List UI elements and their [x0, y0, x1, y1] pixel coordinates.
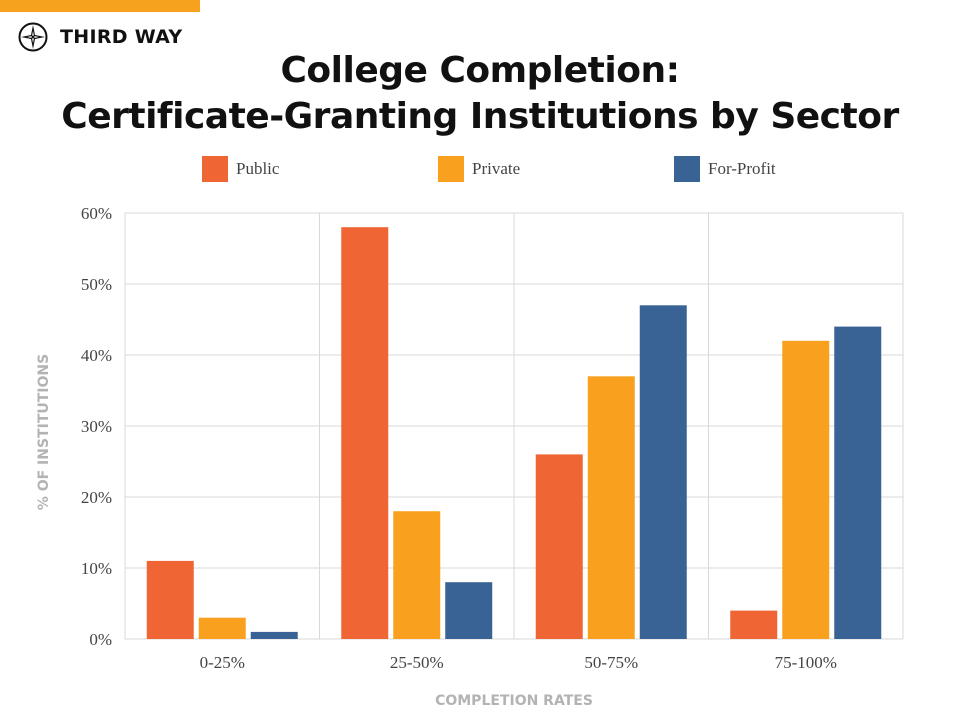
- legend-label-for-profit: For-Profit: [708, 159, 776, 178]
- y-tick-label: 40%: [81, 346, 112, 365]
- chart-title: College Completion: Certificate-Granting…: [0, 48, 960, 140]
- y-tick-label: 20%: [81, 488, 112, 507]
- legend-swatch-public: [202, 156, 228, 182]
- legend-label-public: Public: [236, 159, 280, 178]
- compass-star-icon: [18, 22, 48, 52]
- bar-private: [587, 376, 635, 639]
- legend-swatch-private: [438, 156, 464, 182]
- brand-name: THIRD WAY: [60, 26, 183, 48]
- bar-public: [146, 560, 194, 639]
- bar-private: [198, 617, 246, 639]
- x-tick-label: 75-100%: [775, 653, 837, 672]
- legend-swatch-for-profit: [674, 156, 700, 182]
- x-axis-title: COMPLETION RATES: [435, 693, 593, 709]
- y-tick-label: 10%: [81, 559, 112, 578]
- bar-for-profit: [834, 326, 882, 639]
- bar-private: [782, 340, 830, 639]
- bar-public: [730, 610, 778, 639]
- bar-public: [535, 454, 583, 639]
- x-tick-label: 50-75%: [584, 653, 638, 672]
- x-tick-label: 25-50%: [390, 653, 444, 672]
- bar-public: [341, 227, 389, 639]
- y-axis-title: % OF INSTITUTIONS: [36, 354, 52, 510]
- legend: Public Private For-Profit: [0, 156, 960, 186]
- y-tick-label: 50%: [81, 275, 112, 294]
- y-tick-label: 0%: [89, 630, 112, 649]
- bar-for-profit: [445, 582, 493, 639]
- bar-for-profit: [639, 305, 687, 639]
- chart-title-line-1: College Completion:: [280, 50, 680, 91]
- y-tick-label: 30%: [81, 417, 112, 436]
- legend-item-public: Public: [202, 156, 279, 182]
- y-tick-label: 60%: [81, 204, 112, 223]
- top-accent-bar: [0, 0, 200, 12]
- bar-for-profit: [250, 631, 298, 639]
- bar-private: [393, 511, 441, 639]
- legend-label-private: Private: [472, 159, 521, 178]
- chart-title-line-2: Certificate-Granting Institutions by Sec…: [61, 96, 899, 137]
- legend-item-private: Private: [438, 156, 520, 182]
- legend-item-for-profit: For-Profit: [674, 156, 776, 182]
- brand: THIRD WAY: [18, 20, 182, 54]
- x-tick-label: 0-25%: [200, 653, 245, 672]
